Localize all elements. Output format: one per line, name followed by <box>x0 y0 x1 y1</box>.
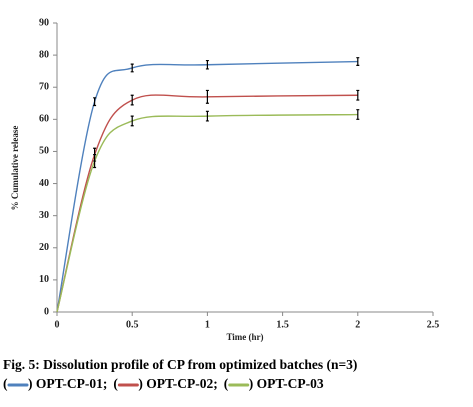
error-bar <box>93 154 97 169</box>
series-line <box>56 113 358 313</box>
y-tick-label: 0 <box>44 306 49 317</box>
error-bar-line <box>93 97 97 107</box>
error-bar-line <box>356 109 360 120</box>
legend-paren: ( <box>113 376 118 391</box>
error-bar <box>356 109 360 120</box>
error-bar-line <box>130 63 134 73</box>
error-bar-line <box>356 89 360 101</box>
series-line <box>56 94 358 313</box>
legend-paren: ( <box>224 376 229 391</box>
legend-label: ) OPT-CP-01; <box>28 376 107 391</box>
error-bar-line <box>205 89 209 104</box>
error-bar <box>205 110 209 122</box>
error-bar <box>205 59 209 70</box>
error-bar <box>356 89 360 101</box>
error-bar-line <box>93 154 97 169</box>
error-bar-line <box>356 57 360 66</box>
error-bar-line <box>205 59 209 70</box>
y-tick-label: 90 <box>39 17 49 28</box>
y-tick-label: 70 <box>39 82 49 93</box>
error-bar <box>93 97 97 107</box>
x-axis-title: Time (hr) <box>226 332 263 342</box>
error-bar-line <box>130 115 134 127</box>
x-tick-label: 2 <box>355 319 360 330</box>
y-tick-label: 60 <box>39 114 49 125</box>
y-tick-label: 40 <box>39 178 49 189</box>
legend-paren: ( <box>3 376 8 391</box>
error-bar-line <box>130 94 134 106</box>
x-tick-label: 0 <box>55 319 60 330</box>
y-tick-label: 80 <box>39 49 49 60</box>
legend-label: ) OPT-CP-03 <box>249 376 324 391</box>
error-bar <box>130 94 134 106</box>
error-bar <box>356 57 360 66</box>
y-axis-title: % Cumulative release <box>10 126 20 211</box>
x-tick-label: 2.5 <box>427 319 440 330</box>
y-tick-label: 50 <box>39 146 49 157</box>
x-tick-label: 0.5 <box>126 319 139 330</box>
x-tick-label: 1 <box>205 319 210 330</box>
error-bar-line <box>205 110 209 122</box>
y-tick-label: 20 <box>39 242 49 253</box>
y-tick-label: 10 <box>39 274 49 285</box>
error-bar <box>205 89 209 104</box>
legend-label: ) OPT-CP-02; <box>138 376 217 391</box>
error-bar <box>130 63 134 73</box>
y-tick-label: 30 <box>39 210 49 221</box>
error-bar <box>130 115 134 127</box>
x-tick-label: 1.5 <box>276 319 289 330</box>
caption: Fig. 5: Dissolution profile of CP from o… <box>3 357 357 372</box>
